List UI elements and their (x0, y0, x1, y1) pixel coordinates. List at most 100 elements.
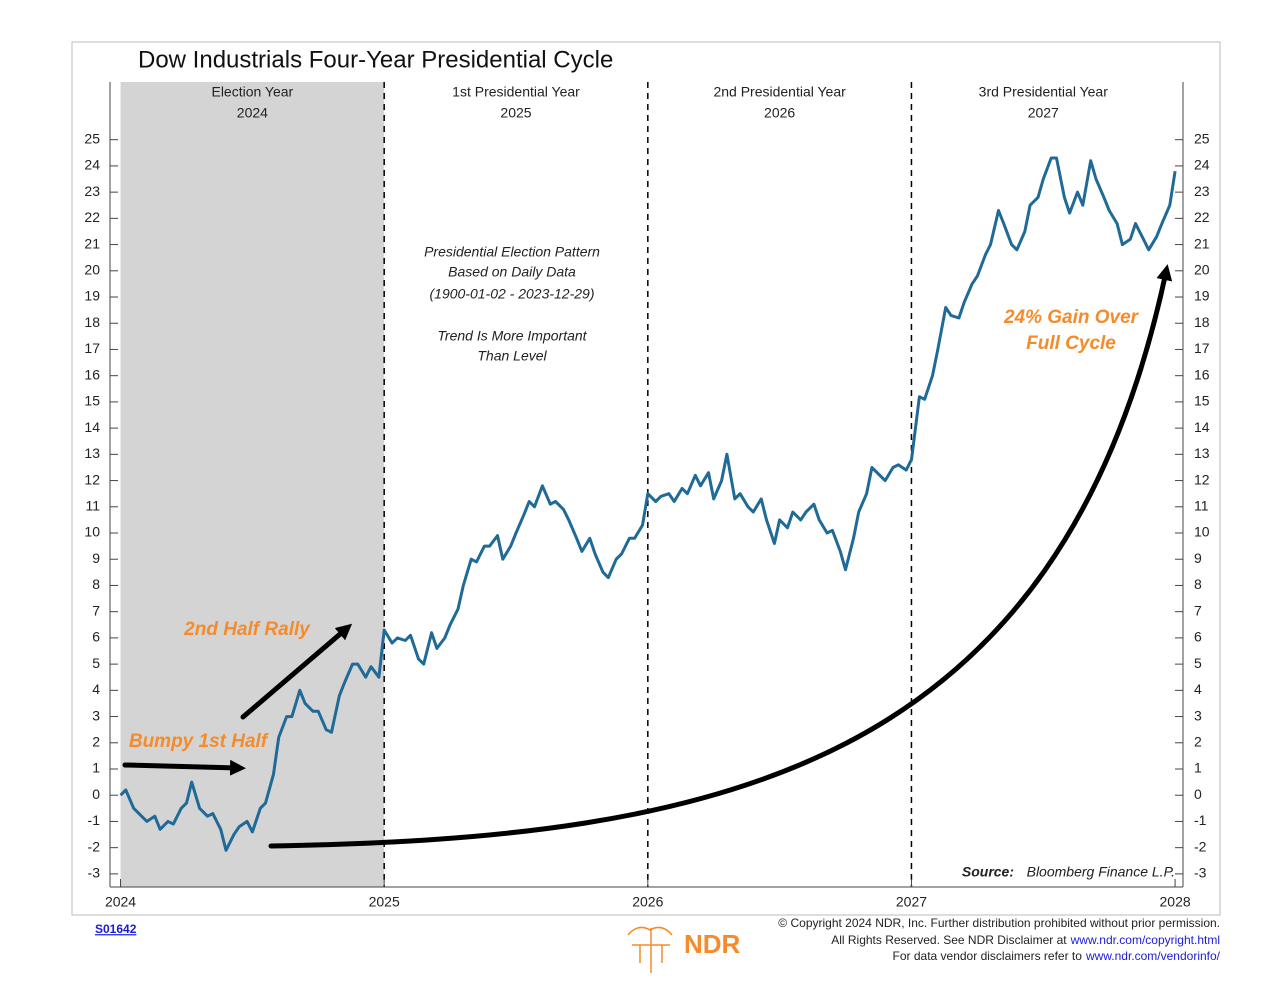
y-tick-label: 3 (1194, 707, 1202, 723)
y-tick-label: 12 (84, 471, 100, 487)
y-tick-label: 23 (84, 183, 100, 199)
y-tick-label: 25 (84, 130, 100, 146)
x-tick-label: 2026 (632, 894, 663, 910)
y-tick-label: 2 (92, 733, 100, 749)
copyright: All Rights Reserved. See NDR Disclaimer … (831, 933, 1220, 947)
y-tick-label: 24 (1194, 157, 1210, 173)
frame (71, 41, 1221, 916)
y-tick-label: -2 (88, 838, 101, 854)
bull-icon (627, 926, 673, 973)
y-tick-label: 9 (92, 550, 100, 566)
copyright: © Copyright 2024 NDR, Inc. Further distr… (778, 916, 1220, 930)
y-tick-label: 15 (84, 393, 100, 409)
logo: NDR (684, 929, 741, 959)
y-tick-label: 19 (1194, 288, 1210, 304)
y-tick-label: -3 (1194, 865, 1207, 881)
y-tick-label: 8 (92, 576, 100, 592)
y-tick-label: 4 (92, 681, 100, 697)
y-tick-label: 3 (92, 707, 100, 723)
x-tick-label: 2024 (105, 894, 136, 910)
y-tick-label: 16 (84, 366, 100, 382)
y-tick-label: 1 (92, 760, 100, 776)
y-tick-label: 11 (1194, 497, 1209, 513)
y-tick-label: 12 (1194, 471, 1210, 487)
x-tick-label: 2028 (1160, 894, 1191, 910)
arrow (268, 264, 1173, 849)
y-tick-label: 25 (1194, 130, 1210, 146)
note: Presidential Election Pattern (424, 244, 600, 260)
x-tick-label: 2025 (369, 894, 400, 910)
y-tick-label: 10 (1194, 524, 1210, 540)
period-name: 1st Presidential Year (452, 84, 580, 100)
y-tick-label: 17 (1194, 340, 1210, 356)
y-tick-label: 18 (84, 314, 100, 330)
y-tick-label: 0 (1194, 786, 1202, 802)
chart-id[interactable]: S01642 (95, 922, 137, 936)
y-tick-label: 17 (84, 340, 100, 356)
y-tick-label: 22 (84, 209, 100, 225)
note: (1900-01-02 - 2023-12-29) (430, 286, 595, 302)
period-year: 2027 (1028, 105, 1059, 121)
copyright-text: All Rights Reserved. See NDR Disclaimer … (831, 933, 1067, 947)
y-tick-label: 9 (1194, 550, 1202, 566)
y-tick-label: -1 (1194, 812, 1207, 828)
y-tick-label: 2 (1194, 733, 1202, 749)
source-label: Source: (962, 864, 1014, 880)
source: Bloomberg Finance L.P. (1027, 864, 1175, 880)
note: Based on Daily Data (448, 264, 576, 280)
period-name: 3rd Presidential Year (979, 84, 1109, 100)
y-tick-label: 10 (84, 524, 100, 540)
period-year: 2026 (764, 105, 795, 121)
series-line (119, 156, 1177, 852)
y-tick-label: 11 (85, 497, 100, 513)
y-tick-label: 15 (1194, 393, 1210, 409)
y-tick-label: 19 (84, 288, 100, 304)
arrows (122, 264, 1173, 849)
note: Trend Is More Important (437, 328, 587, 344)
copyright-text: For data vendor disclaimers refer to (893, 949, 1083, 963)
y-tick-label: 22 (1194, 209, 1210, 225)
y-tick-label: 13 (84, 445, 100, 461)
y-tick-label: 0 (92, 786, 100, 802)
y-tick-label: 6 (1194, 629, 1202, 645)
y-tick-label: 23 (1194, 183, 1210, 199)
period-year: 2024 (237, 105, 268, 121)
y-tick-label: 13 (1194, 445, 1210, 461)
callout: 2nd Half Rally (183, 619, 311, 640)
copyright-text: © Copyright 2024 NDR, Inc. Further distr… (778, 916, 1220, 930)
y-tick-label: -3 (88, 865, 101, 881)
shaded-region (120, 82, 385, 887)
note: Than Level (477, 348, 547, 364)
y-tick-label: 14 (1194, 419, 1210, 435)
y-tick-label: 20 (1194, 261, 1210, 277)
plot-area (120, 82, 913, 887)
arrow (240, 623, 353, 720)
period-year: 2025 (500, 105, 531, 121)
y-tick-label: 18 (1194, 314, 1210, 330)
copyright: For data vendor disclaimers refer to www.… (893, 949, 1221, 963)
x-tick-label: 2027 (896, 894, 927, 910)
y-tick-label: 6 (92, 629, 100, 645)
y-tick-label: 8 (1194, 576, 1202, 592)
logo-icon (627, 926, 673, 973)
y-tick-label: 16 (1194, 366, 1210, 382)
y-tick-label: -2 (1194, 838, 1207, 854)
chart-title: Dow Industrials Four-Year Presidential C… (138, 46, 613, 73)
y-tick-label: 5 (1194, 655, 1202, 671)
y-tick-label: 21 (84, 235, 100, 251)
y-tick-label: 21 (1194, 235, 1210, 251)
period-name: 2nd Presidential Year (713, 84, 846, 100)
callout: Bumpy 1st Half (129, 731, 269, 752)
y-tick-label: 20 (84, 261, 100, 277)
y-tick-label: 14 (84, 419, 100, 435)
copyright-link[interactable]: www.ndr.com/copyright.html (1070, 933, 1220, 947)
y-tick-label: -1 (88, 812, 101, 828)
y-tick-label: 1 (1194, 760, 1202, 776)
copyright-link[interactable]: www.ndr.com/vendorinfo/ (1085, 949, 1221, 963)
y-tick-label: 7 (92, 602, 100, 618)
y-tick-label: 24 (84, 157, 100, 173)
y-tick-label: 5 (92, 655, 100, 671)
period-name: Election Year (211, 84, 293, 100)
y-tick-label: 7 (1194, 602, 1202, 618)
